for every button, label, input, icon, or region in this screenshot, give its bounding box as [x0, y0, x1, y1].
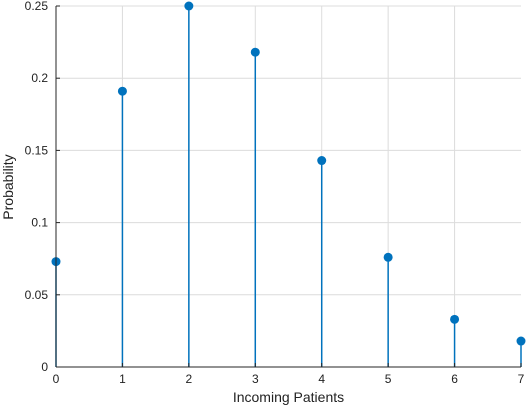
- y-tick-label: 0.1: [31, 216, 48, 230]
- y-tick-label: 0.25: [25, 0, 49, 13]
- x-tick-label: 1: [119, 372, 126, 386]
- x-axis-label: Incoming Patients: [233, 389, 344, 405]
- x-tick-label: 6: [451, 372, 458, 386]
- x-tick-label: 7: [518, 372, 525, 386]
- x-tick-label: 5: [385, 372, 392, 386]
- ticks: 0 1 2 3 4 5 6 7 0 0.05 0.1 0.15 0.2 0.25: [25, 0, 525, 386]
- plot-background: [56, 6, 521, 367]
- axes: [55, 6, 521, 368]
- stem-marker: [450, 314, 460, 324]
- stem-marker: [317, 156, 327, 166]
- y-tick-label: 0: [41, 360, 48, 374]
- stem-marker: [250, 47, 260, 57]
- y-tick-label: 0.15: [25, 143, 49, 157]
- stem-marker: [184, 1, 194, 11]
- x-tick-label: 2: [186, 372, 193, 386]
- y-axis-label: Probability: [0, 154, 16, 219]
- y-tick-label: 0.2: [31, 71, 48, 85]
- y-tick-label: 0.05: [25, 288, 49, 302]
- x-tick-label: 4: [318, 372, 325, 386]
- stem-marker: [383, 252, 393, 262]
- stem-marker: [516, 336, 526, 346]
- x-tick-label: 3: [252, 372, 259, 386]
- x-tick-label: 0: [53, 372, 60, 386]
- stem-marker: [117, 86, 127, 96]
